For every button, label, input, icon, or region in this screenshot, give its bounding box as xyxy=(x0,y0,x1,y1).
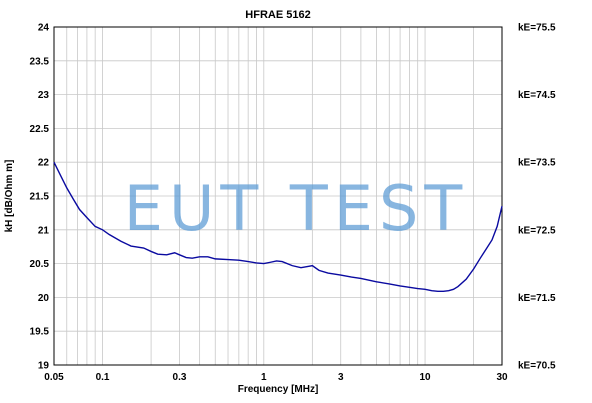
right-axis-label: kE=75.5 xyxy=(518,23,556,34)
x-axis-label: Frequency [MHz] xyxy=(238,384,319,395)
plot-frame xyxy=(53,26,503,366)
x-tick-label: 0.3 xyxy=(173,372,187,383)
y-tick-label: 22 xyxy=(38,158,50,169)
chart-title: HFRAE 5162 xyxy=(245,9,310,21)
y-axis-ticks: 19 19.5 20 20.5 21 21.5 22 22.5 23 23.5 24 xyxy=(30,23,50,372)
right-axis-label: kE=72.5 xyxy=(518,225,556,236)
y-tick-label: 24 xyxy=(38,23,50,34)
y-tick-label: 21.5 xyxy=(30,192,50,203)
x-tick-label: 0.1 xyxy=(96,372,110,383)
x-tick-label: 1 xyxy=(261,372,267,383)
y-tick-label: 19 xyxy=(38,361,50,372)
x-tick-label: 3 xyxy=(338,372,344,383)
series-line xyxy=(53,161,503,293)
right-axis-label: kE=73.5 xyxy=(518,158,556,169)
y-tick-label: 19.5 xyxy=(30,327,50,338)
y-tick-label: 22.5 xyxy=(30,124,50,135)
y-tick-label: 23.5 xyxy=(30,56,50,67)
right-axis-labels: kE=75.5 kE=74.5 kE=73.5 kE=72.5 kE=71.5 kE=70… xyxy=(518,23,556,372)
y-tick-label: 23 xyxy=(38,90,50,101)
grid xyxy=(54,27,502,365)
x-tick-label: 10 xyxy=(419,372,431,383)
y-tick-label: 21 xyxy=(38,225,50,236)
y-tick-label: 20.5 xyxy=(30,259,50,270)
x-tick-label: 0.05 xyxy=(44,372,64,383)
right-axis-label: kE=70.5 xyxy=(518,361,556,372)
y-axis-label: kH [dB/Ohm m] xyxy=(4,160,15,233)
y-tick-label: 20 xyxy=(38,293,50,304)
x-tick-label: 30 xyxy=(496,372,508,383)
x-axis-ticks: 0.05 0.1 0.3 1 3 10 30 xyxy=(44,372,508,383)
watermark-text: EUT TEST xyxy=(124,172,468,245)
right-axis-label: kE=71.5 xyxy=(518,293,556,304)
right-axis-label: kE=74.5 xyxy=(518,90,556,101)
